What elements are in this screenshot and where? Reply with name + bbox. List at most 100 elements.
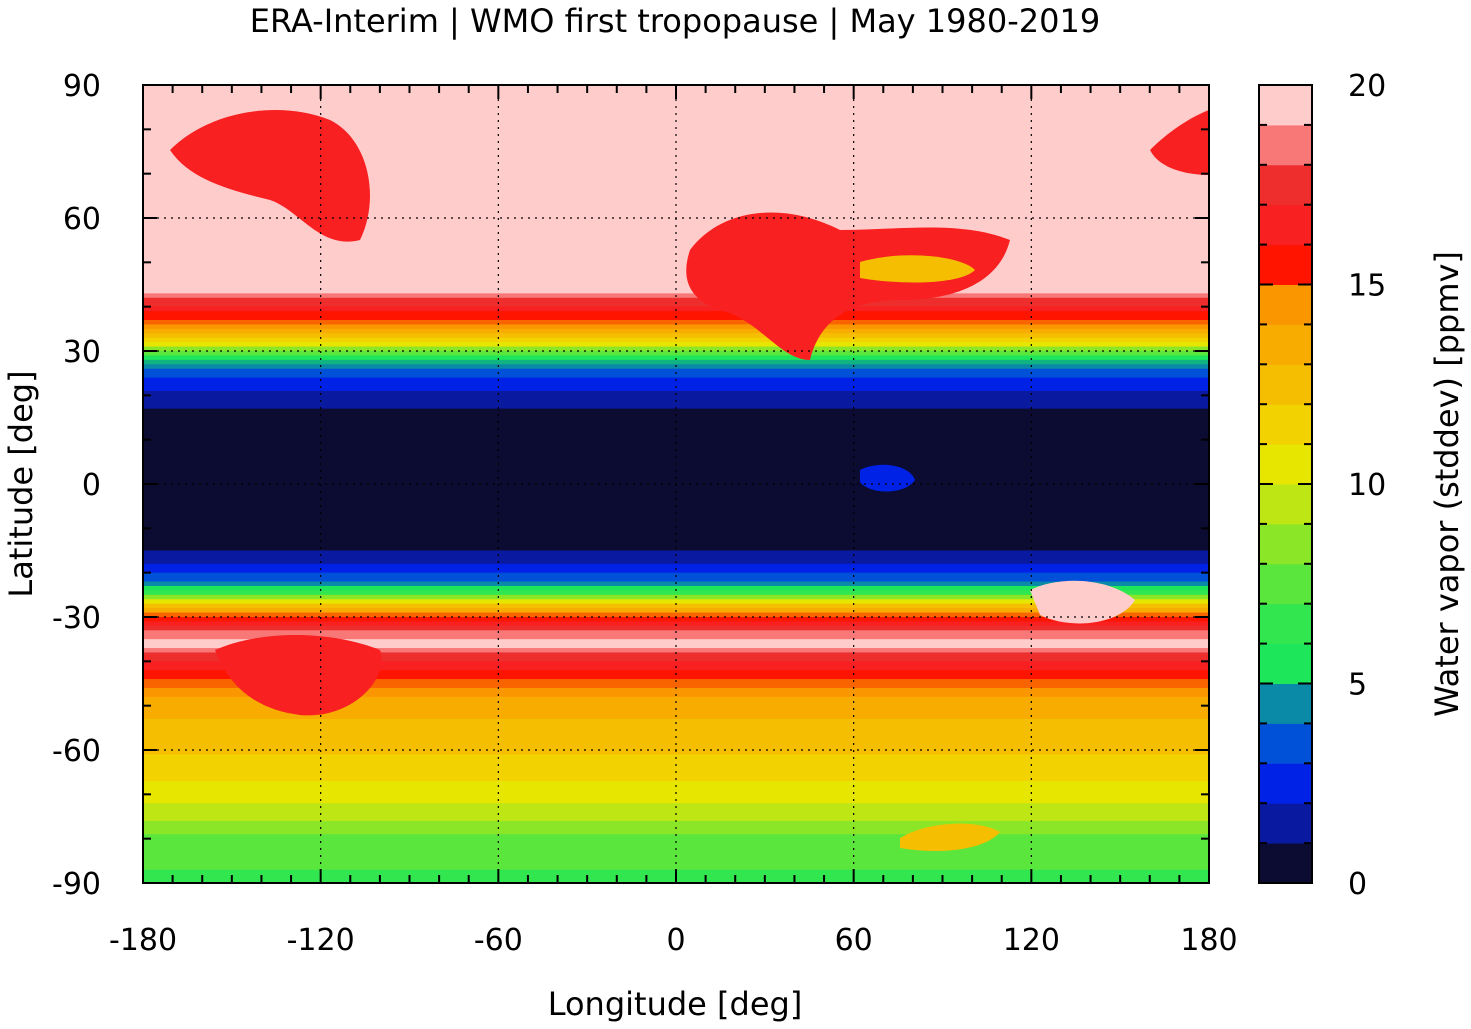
heatmap-band: [143, 568, 1209, 574]
colorbar-swatch: [1259, 164, 1312, 206]
colorbar-swatch: [1259, 244, 1312, 285]
heatmap-band: [143, 847, 1209, 853]
colorbar-swatches: [1259, 85, 1312, 884]
heatmap-band: [143, 151, 1209, 157]
heatmap-area: [142, 84, 1210, 884]
heatmap-band: [143, 116, 1209, 122]
chart-title: ERA-Interim | WMO first tropopause | May…: [250, 2, 1100, 40]
heatmap-band: [143, 599, 1209, 605]
heatmap-band: [143, 585, 1209, 591]
grid-lines: [143, 85, 1209, 883]
heatmap-band: [143, 102, 1209, 108]
x-axis-title: Longitude [deg]: [548, 985, 803, 1023]
heatmap-band: [143, 457, 1209, 463]
heatmap-band: [143, 466, 1209, 472]
heatmap-band: [143, 856, 1209, 862]
heatmap-band: [143, 315, 1209, 321]
heatmap-band: [143, 665, 1209, 671]
heatmap-band: [143, 723, 1209, 729]
heatmap-band: [143, 324, 1209, 330]
x-tick-label: 120: [1003, 923, 1060, 958]
heatmap-band: [143, 843, 1209, 849]
heatmap-band: [143, 408, 1209, 414]
x-tick-label: -60: [474, 923, 523, 958]
heatmap-band: [143, 834, 1209, 840]
colorbar-tick-label: 20: [1348, 69, 1386, 104]
heatmap-band: [143, 302, 1209, 308]
colorbar-swatch: [1259, 763, 1312, 804]
heatmap-band: [143, 333, 1209, 339]
heatmap-band: [143, 541, 1209, 547]
colorbar-swatch: [1259, 723, 1312, 764]
heatmap-band: [143, 683, 1209, 689]
heatmap-band: [143, 577, 1209, 583]
heatmap-band: [143, 275, 1209, 281]
heatmap-band: [143, 537, 1209, 543]
heatmap-band: [143, 373, 1209, 379]
heatmap-band: [143, 670, 1209, 676]
heatmap-band: [143, 253, 1209, 259]
heatmap-band: [143, 430, 1209, 436]
heatmap-band: [143, 186, 1209, 192]
colorbar-swatch: [1259, 284, 1312, 325]
heatmap-band: [143, 550, 1209, 556]
south-pacific-high-region: [215, 635, 382, 716]
heatmap-band: [143, 745, 1209, 751]
colorbar-swatch: [1259, 204, 1312, 246]
heatmap-band: [143, 359, 1209, 365]
heatmap-band: [143, 404, 1209, 410]
colorbar-swatch: [1259, 444, 1312, 485]
heatmap-band: [143, 204, 1209, 210]
heatmap-band: [143, 794, 1209, 800]
colorbar-swatch: [1259, 364, 1312, 405]
siberia-core-region: [860, 255, 975, 283]
y-axis: 90 60 30 0 -30 -60 -90: [52, 69, 101, 902]
heatmap-band: [143, 648, 1209, 654]
heatmap-band: [143, 479, 1209, 485]
indian-warm-pool: [860, 464, 915, 492]
heatmap-band: [143, 355, 1209, 361]
heatmap-band: [143, 652, 1209, 658]
colorbar-swatch: [1259, 85, 1312, 126]
heatmap-band: [143, 368, 1209, 374]
heatmap-band: [143, 488, 1209, 494]
heatmap-band: [143, 120, 1209, 126]
y-tick-label: -60: [52, 734, 101, 769]
heatmap-band: [143, 820, 1209, 826]
heatmap-band: [143, 386, 1209, 392]
colorbar-swatch: [1259, 803, 1312, 844]
heatmap-band: [143, 515, 1209, 521]
heatmap-band: [143, 452, 1209, 458]
heatmap-band: [143, 816, 1209, 822]
heatmap-band: [143, 262, 1209, 268]
heatmap-band: [143, 399, 1209, 405]
heatmap-band: [143, 235, 1209, 241]
heatmap-band: [143, 696, 1209, 702]
y-tick-label: 30: [63, 335, 101, 370]
heatmap-band: [143, 200, 1209, 206]
heatmap-band: [143, 133, 1209, 139]
heatmap-band: [143, 590, 1209, 596]
heatmap-band: [143, 612, 1209, 618]
y-tick-label: 60: [63, 202, 101, 237]
heatmap-band: [143, 798, 1209, 804]
colorbar-swatch: [1259, 324, 1312, 365]
heatmap-band: [143, 750, 1209, 756]
heatmap-band: [143, 470, 1209, 476]
heatmap-band: [143, 444, 1209, 450]
minor-ticks: [142, 84, 1210, 884]
heatmap-band: [143, 803, 1209, 809]
heatmap-band: [143, 617, 1209, 623]
heatmap-band: [143, 736, 1209, 742]
heatmap-band: [143, 785, 1209, 791]
heatmap-band: [143, 807, 1209, 813]
heatmap-band: [143, 758, 1209, 764]
heatmap-band: [143, 191, 1209, 197]
heatmap-band: [143, 395, 1209, 401]
heatmap-band: [143, 218, 1209, 224]
heatmap-band: [143, 714, 1209, 720]
antarctic-warm-spot: [900, 823, 1000, 852]
colorbar-swatch: [1259, 404, 1312, 445]
heatmap-band: [143, 178, 1209, 184]
heatmap-band: [143, 448, 1209, 454]
